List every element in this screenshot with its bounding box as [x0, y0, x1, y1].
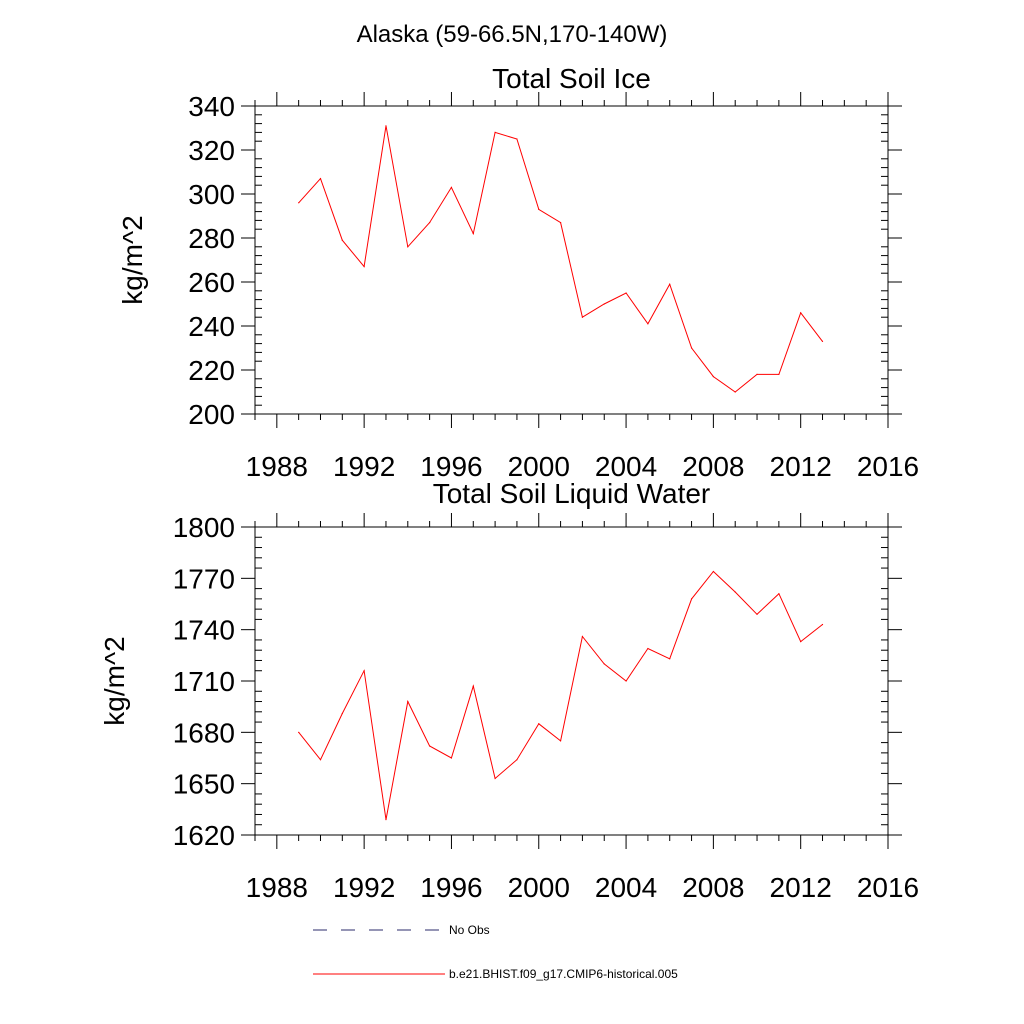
- x-tick-label: 1988: [246, 872, 308, 903]
- data-point: [669, 658, 671, 660]
- y-tick-label: 240: [188, 311, 235, 342]
- data-point: [778, 593, 780, 595]
- data-point: [429, 222, 431, 224]
- data-point: [538, 723, 540, 725]
- plot-frame: [254, 105, 889, 415]
- data-point: [363, 266, 365, 268]
- y-tick-label: 1710: [173, 666, 235, 697]
- data-point: [669, 283, 671, 285]
- panel-total-soil-liquid-water: Total Soil Liquid Water kg/m^2 1988 1992 199…: [99, 478, 919, 903]
- data-point: [472, 685, 474, 687]
- data-point: [341, 712, 343, 715]
- x-tick-label: 2000: [508, 451, 570, 482]
- data-point: [647, 647, 649, 650]
- y-tick-label: 260: [188, 267, 235, 298]
- data-point: [516, 759, 518, 761]
- data-point: [756, 613, 758, 615]
- y-tick-label: 340: [188, 91, 235, 122]
- data-point: [450, 757, 453, 759]
- x-tick-label: 2004: [595, 872, 657, 903]
- y-tick-label: 220: [188, 355, 235, 386]
- data-point: [472, 233, 474, 235]
- y-tick-label: 300: [188, 179, 235, 210]
- y-axis-label: kg/m^2: [99, 636, 130, 725]
- data-point: [559, 740, 562, 742]
- data-point: [538, 208, 540, 210]
- y-tick-label: 1800: [173, 512, 235, 543]
- data-point: [494, 131, 496, 133]
- y-tick-label: 1620: [173, 820, 235, 851]
- x-tick-label: 2012: [770, 872, 832, 903]
- data-point: [581, 635, 584, 638]
- x-tick-label: 2000: [508, 872, 570, 903]
- data-point: [385, 819, 387, 821]
- data-point: [756, 373, 758, 375]
- data-point: [319, 178, 322, 180]
- figure-title: Alaska (59-66.5N,170-140W): [357, 21, 668, 48]
- data-point: [625, 292, 627, 294]
- data-point: [341, 239, 343, 241]
- x-tick-label: 1996: [420, 451, 482, 482]
- x-tick-label: 1988: [246, 451, 308, 482]
- data-point: [734, 591, 736, 593]
- x-tick-label: 2012: [770, 451, 832, 482]
- data-point: [712, 376, 714, 378]
- x-tick-label: 1996: [420, 872, 482, 903]
- data-point: [516, 138, 518, 140]
- y-tick-label: 1770: [173, 563, 235, 594]
- y-tick-label: 320: [188, 135, 235, 166]
- legend: No Obs b.e21.BHIST.f09_g17.CMIP6-histori…: [313, 923, 678, 981]
- panel-title: Total Soil Liquid Water: [433, 478, 711, 509]
- data-point: [450, 186, 453, 188]
- y-tick-label: 1650: [173, 769, 235, 800]
- data-point: [690, 347, 693, 349]
- legend-label-no-obs: No Obs: [449, 923, 490, 937]
- data-point: [712, 570, 714, 573]
- data-point: [319, 759, 322, 761]
- data-point: [734, 391, 736, 393]
- data-point: [494, 777, 496, 780]
- data-point: [407, 246, 409, 248]
- data-point: [298, 731, 300, 733]
- plot-frame: [254, 526, 889, 836]
- y-tick-label: 200: [188, 399, 235, 430]
- y-tick-label: 280: [188, 223, 235, 254]
- data-point: [800, 312, 802, 314]
- panel-title: Total Soil Ice: [492, 63, 651, 94]
- data-point: [603, 663, 605, 665]
- series-line: [298, 125, 823, 393]
- x-tick-label: 2016: [857, 451, 919, 482]
- x-tick-label: 2008: [682, 872, 744, 903]
- data-point: [385, 125, 387, 127]
- data-point: [407, 700, 409, 703]
- x-tick-label: 1992: [333, 872, 395, 903]
- y-tick-label: 1680: [173, 717, 235, 748]
- data-point: [559, 222, 562, 224]
- data-point: [581, 316, 584, 318]
- x-tick-label: 2008: [682, 451, 744, 482]
- data-point: [603, 303, 605, 305]
- y-tick-label: 1740: [173, 615, 235, 646]
- data-point: [690, 598, 693, 600]
- data-point: [298, 202, 300, 204]
- y-axis-label: kg/m^2: [117, 215, 148, 304]
- data-point: [625, 680, 627, 682]
- data-point: [821, 340, 824, 342]
- x-tick-label: 2004: [595, 451, 657, 482]
- data-point: [800, 641, 802, 643]
- data-point: [363, 670, 365, 672]
- x-tick-label: 2016: [857, 872, 919, 903]
- panel-total-soil-ice: Total Soil Ice kg/m^2 1988 1992 1996 2000 2004…: [117, 63, 919, 482]
- data-point: [821, 623, 824, 626]
- data-point: [778, 373, 780, 375]
- x-tick-label: 1992: [333, 451, 395, 482]
- data-point: [647, 323, 649, 325]
- legend-label-model: b.e21.BHIST.f09_g17.CMIP6-historical.005: [449, 967, 678, 981]
- series-line: [298, 570, 823, 820]
- data-point: [429, 745, 431, 747]
